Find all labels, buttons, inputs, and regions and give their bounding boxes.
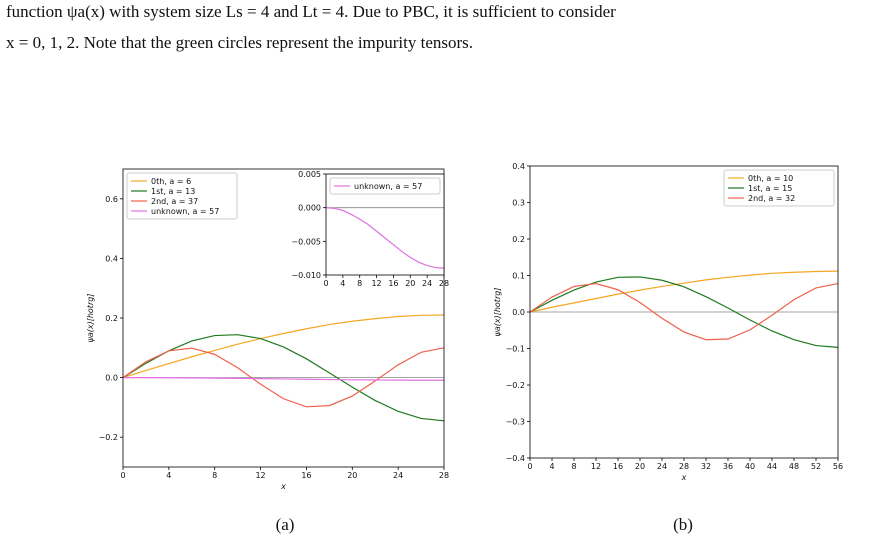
- y-tick-label: 0.2: [105, 314, 118, 323]
- x-tick-label: 0: [527, 462, 532, 471]
- series-line: [122, 314, 445, 379]
- y-tick-label: 0.4: [105, 254, 118, 263]
- x-tick-label: 20: [405, 279, 415, 288]
- x-tick-label: 0: [120, 471, 125, 480]
- x-tick-label: 32: [701, 462, 711, 471]
- legend-label: 1st, a = 13: [151, 187, 195, 196]
- y-tick-label: 0.0: [105, 374, 118, 383]
- body-text: x = 0, 1, 2. Note that the green circles…: [6, 33, 473, 52]
- x-tick-label: 12: [591, 462, 601, 471]
- legend-label: unknown, a = 57: [151, 207, 219, 216]
- x-tick-label: 48: [789, 462, 799, 471]
- y-tick-label: −0.2: [99, 433, 118, 442]
- axes-frame: [529, 165, 839, 459]
- series-line: [122, 377, 445, 381]
- x-tick-label: 28: [439, 279, 449, 288]
- series-line: [529, 282, 839, 341]
- y-tick-label: 0.1: [512, 272, 525, 281]
- x-tick-label: 24: [393, 471, 403, 480]
- x-tick-label: 24: [422, 279, 432, 288]
- x-tick-label: 16: [301, 471, 311, 480]
- x-tick-label: 36: [723, 462, 733, 471]
- legend-label: 0th, a = 10: [748, 174, 793, 183]
- series-line: [122, 334, 445, 422]
- y-tick-label: −0.3: [506, 418, 525, 427]
- y-tick-label: 0.3: [512, 199, 525, 208]
- x-tick-label: 16: [613, 462, 623, 471]
- x-tick-label: 4: [166, 471, 171, 480]
- x-tick-label: 20: [635, 462, 645, 471]
- y-tick-label: 0.000: [298, 204, 321, 213]
- y-axis-label: ψa(x)[hotrg]: [86, 294, 95, 343]
- x-tick-label: 52: [811, 462, 821, 471]
- series-line: [529, 270, 839, 313]
- y-tick-label: −0.005: [291, 237, 321, 246]
- x-axis-label: x: [280, 482, 286, 491]
- legend-box: [126, 172, 238, 220]
- x-tick-label: 56: [833, 462, 843, 471]
- y-tick-label: −0.4: [506, 454, 525, 463]
- y-tick-label: 0.005: [298, 170, 321, 179]
- series-line: [122, 347, 445, 408]
- legend-label: 1st, a = 15: [748, 184, 792, 193]
- caption: (b): [673, 515, 693, 534]
- legend-label: 0th, a = 6: [151, 177, 191, 186]
- legend-label: 2nd, a = 32: [748, 194, 795, 203]
- caption: (a): [276, 515, 295, 534]
- x-tick-label: 8: [357, 279, 362, 288]
- x-tick-label: 4: [549, 462, 554, 471]
- x-tick-label: 16: [388, 279, 398, 288]
- x-tick-label: 28: [439, 471, 449, 480]
- y-tick-label: −0.2: [506, 381, 525, 390]
- x-axis-label: x: [681, 473, 687, 482]
- x-tick-label: 12: [255, 471, 265, 480]
- x-tick-label: 0: [323, 279, 328, 288]
- x-tick-label: 28: [679, 462, 689, 471]
- x-tick-label: 40: [745, 462, 755, 471]
- y-tick-label: 0.2: [512, 235, 525, 244]
- y-axis-label: ψa(x)[hotrg]: [493, 288, 502, 337]
- x-tick-label: 8: [212, 471, 217, 480]
- legend-label: 2nd, a = 37: [151, 197, 198, 206]
- body-text: function ψa(x) with system size Ls = 4 a…: [6, 2, 616, 21]
- x-tick-label: 12: [371, 279, 381, 288]
- series-line: [325, 207, 445, 269]
- y-tick-label: −0.010: [291, 271, 321, 280]
- y-tick-label: 0.4: [512, 162, 525, 171]
- axes-frame: [122, 168, 445, 468]
- axes-frame: [325, 173, 445, 276]
- x-tick-label: 24: [657, 462, 667, 471]
- y-tick-label: −0.1: [506, 345, 525, 354]
- y-tick-label: 0.6: [105, 195, 118, 204]
- series-line: [529, 276, 839, 348]
- legend-label: unknown, a = 57: [354, 182, 422, 191]
- x-tick-label: 20: [347, 471, 357, 480]
- x-tick-label: 4: [340, 279, 345, 288]
- y-tick-label: 0.0: [512, 308, 525, 317]
- legend-box: [329, 177, 441, 195]
- x-tick-label: 44: [767, 462, 777, 471]
- x-tick-label: 8: [571, 462, 576, 471]
- legend-box: [723, 169, 835, 207]
